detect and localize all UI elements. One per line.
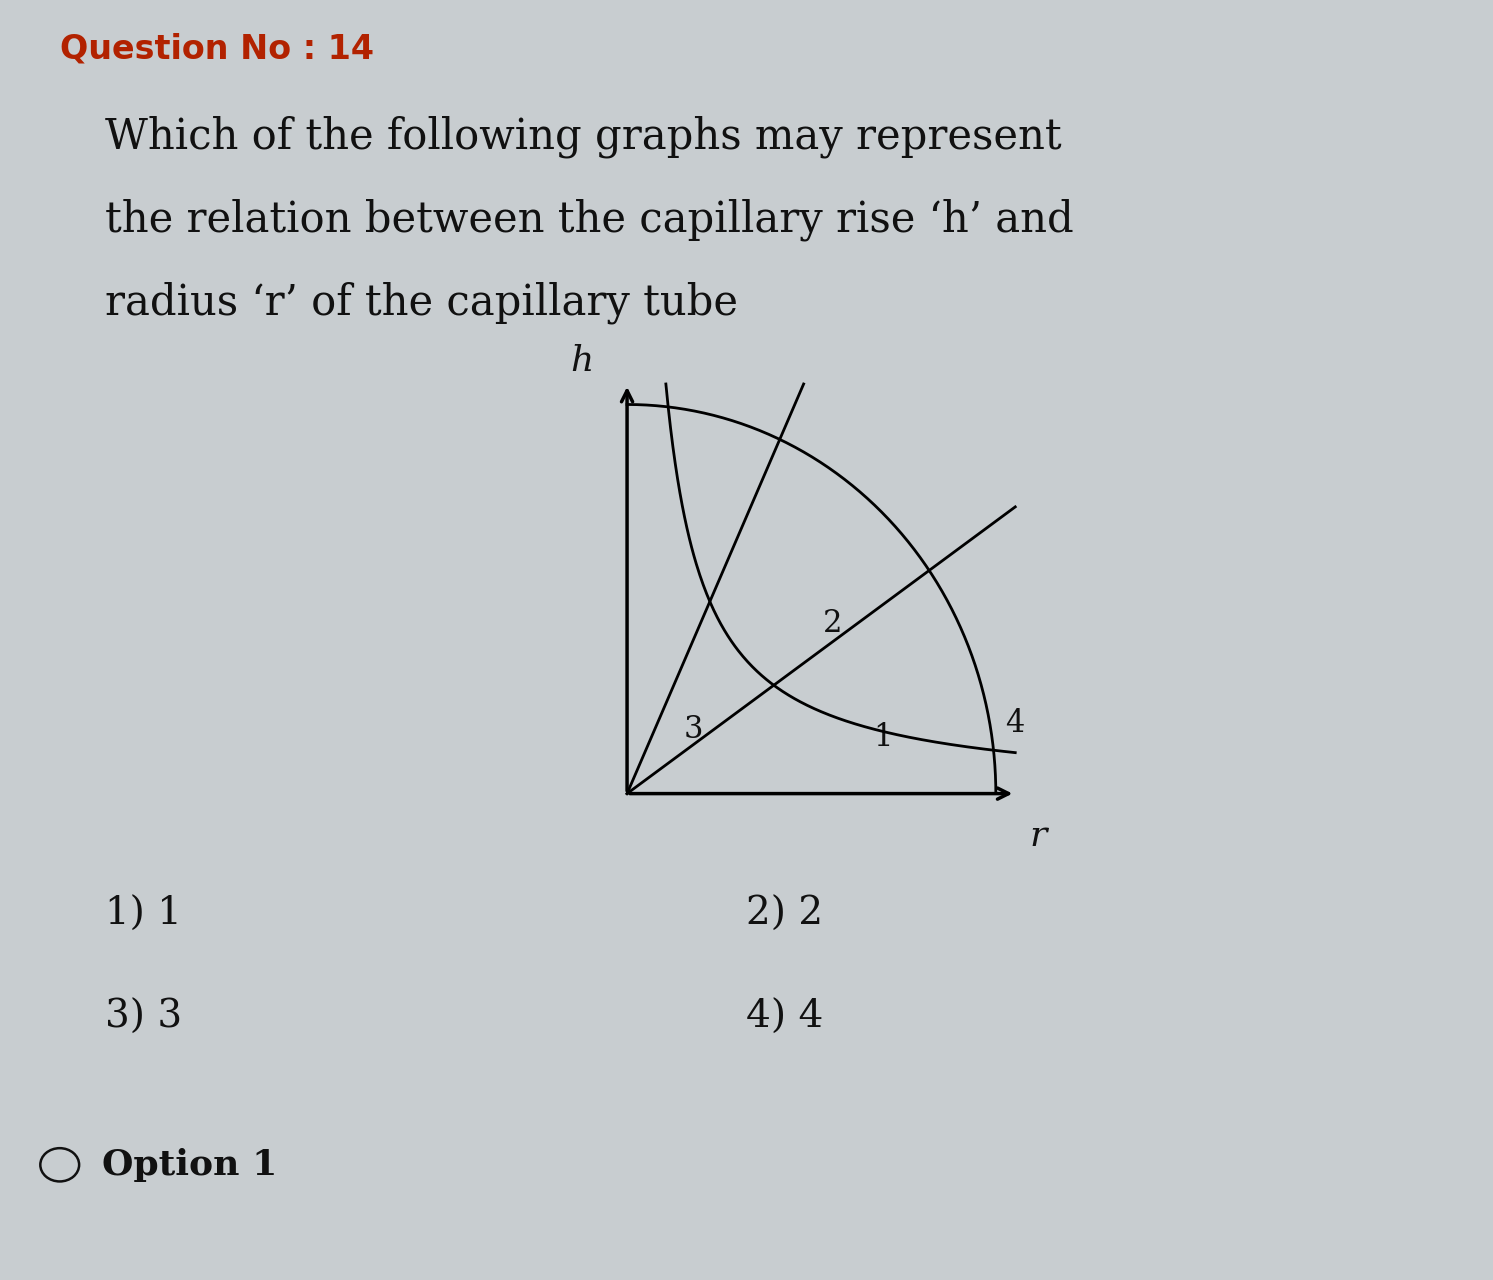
- Text: 1: 1: [873, 722, 893, 753]
- Text: radius ‘r’ of the capillary tube: radius ‘r’ of the capillary tube: [105, 282, 738, 324]
- Text: 2: 2: [823, 608, 842, 639]
- Text: 4: 4: [1005, 708, 1024, 739]
- Text: 1) 1: 1) 1: [105, 896, 181, 933]
- Text: 3) 3: 3) 3: [105, 998, 182, 1036]
- Text: r: r: [1029, 819, 1047, 854]
- Text: Which of the following graphs may represent: Which of the following graphs may repres…: [105, 115, 1062, 157]
- Text: 2) 2: 2) 2: [746, 896, 824, 933]
- Text: Option 1: Option 1: [102, 1148, 276, 1181]
- Text: the relation between the capillary rise ‘h’ and: the relation between the capillary rise …: [105, 198, 1073, 241]
- Text: Question No : 14: Question No : 14: [60, 32, 373, 65]
- Text: 3: 3: [684, 714, 703, 745]
- Text: 4) 4: 4) 4: [746, 998, 824, 1036]
- Text: h: h: [570, 343, 594, 378]
